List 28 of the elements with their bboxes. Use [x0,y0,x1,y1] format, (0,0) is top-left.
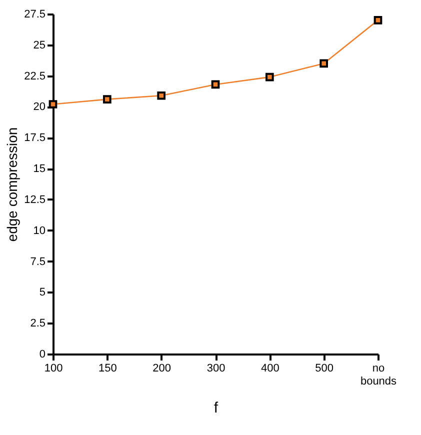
point [157,91,166,100]
y-tick-label: 5 [39,286,46,299]
y-tick-label: 22.5 [24,70,46,82]
y-tick-label: 27.5 [24,8,46,20]
x-tick-label: 150 [98,362,117,374]
point [103,95,112,104]
x-tick-label: 300 [206,362,226,374]
y-tick-label: 12.5 [24,194,46,206]
x-tick-label: 400 [260,362,280,374]
point [211,80,220,89]
x-tick-label: 200 [152,362,172,374]
y-tick-label: 15 [33,163,46,176]
y-tick-label: 0 [39,348,46,360]
x-tick-label: 500 [315,362,334,374]
point [320,59,328,68]
y-axis-title: edge compression [4,127,20,242]
y-tick-label: 7.5 [30,256,46,268]
x-axis-title: f [214,400,219,416]
point [374,16,382,24]
y-tick-label: 25 [33,39,46,52]
point [266,72,274,82]
x-tick-label: no bounds [360,362,398,388]
x-tick-label: 100 [44,362,63,374]
y-tick-label: 20 [33,101,46,114]
y-tick-label: 17.5 [24,132,46,144]
y-tick-label: 10 [33,224,46,237]
point [48,100,58,108]
y-tick-label: 2.5 [30,318,46,330]
